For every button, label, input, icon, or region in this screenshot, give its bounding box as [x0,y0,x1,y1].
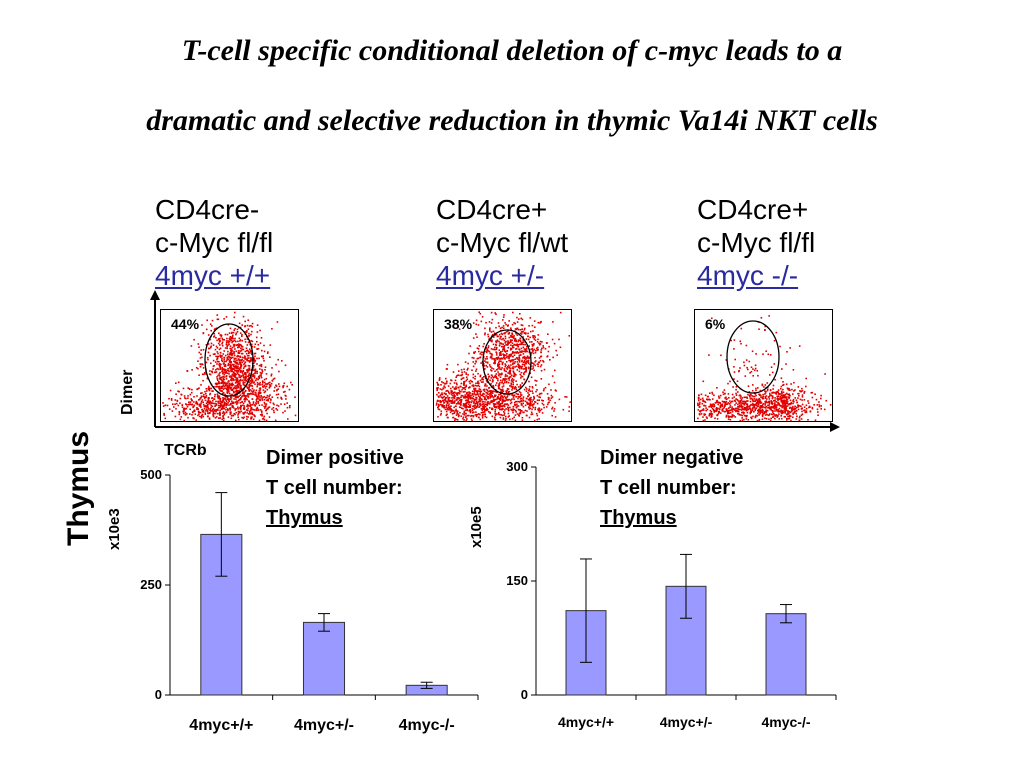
y-tick-label: 250 [140,577,162,592]
flow-plot-ko: 6% [694,309,833,422]
x-tick-label: 4myc+/+ [558,714,614,730]
chart-title-line: T cell number: [266,477,403,499]
bar-chart-dimer-negative: 0 150 300 4myc+/+ 4myc+/- 4myc-/- [506,459,837,730]
chart-title-line: Dimer negative [600,447,744,469]
x-tick-label: 4myc+/- [294,717,354,734]
genotype-cre: CD4cre+ [436,194,548,225]
bar [765,613,807,696]
x-tick-label: 4myc-/- [399,717,455,734]
genotype-myc: c-Myc fl/wt [436,227,569,258]
scatter-dots [162,311,297,421]
genotype-label-wt: CD4cre- c-Myc fl/fl 4myc +/+ [155,193,273,292]
flow-scatter [697,315,832,421]
thymus-label: Thymus [62,430,95,546]
chart-title-underlined: Thymus [600,507,677,529]
y-tick-label: 0 [155,687,162,702]
chart-title-line: T cell number: [600,477,737,499]
genotype-label-het: CD4cre+ c-Myc fl/wt 4myc +/- [436,193,568,292]
flow-scatter [162,311,297,421]
y-tick-label: 150 [506,573,528,588]
genotype-short-link[interactable]: 4myc +/- [436,260,545,291]
tcrb-axis-label: TCRb [164,442,207,459]
gate-percentage: 6% [705,316,726,332]
genotype-myc: c-Myc fl/fl [155,227,274,258]
bar-chart-dimer-positive: 0 250 500 4myc+/+ 4myc+/- 4myc-/- [140,467,479,734]
chart-0-title: Dimer positive T cell number: Thymus [266,443,404,533]
genotype-cre: CD4cre+ [697,194,809,225]
slide-title-line-1: T-cell specific conditional deletion of … [181,34,843,67]
genotype-short-link[interactable]: 4myc -/- [697,260,799,291]
chart-title-line: Dimer positive [266,447,404,469]
genotype-myc: c-Myc fl/fl [697,227,816,258]
flow-plot-wt: 44% [160,309,299,422]
x-tick-label: 4myc-/- [761,714,810,730]
dimer-axis-label: Dimer [119,369,136,415]
bar [302,621,346,696]
y-tick-label: 500 [140,467,162,482]
gate-percentage: 38% [444,316,473,332]
scatter-dots [697,315,832,421]
dimer-axis-arrowhead [150,290,160,300]
chart-title-underlined: Thymus [266,507,343,529]
genotype-label-ko: CD4cre+ c-Myc fl/fl 4myc -/- [697,193,815,292]
flow-scatter [435,311,571,421]
gate-ellipse [482,329,532,395]
genotype-short-link[interactable]: 4myc +/+ [155,260,271,291]
scatter-dots [435,311,571,421]
slide-title-line-2: dramatic and selective reduction in thym… [146,104,878,137]
x-tick-label: 4myc+/- [660,714,713,730]
tcrb-axis-arrowhead [830,422,840,432]
gate-ellipse [204,323,254,397]
chart-1-title: Dimer negative T cell number: Thymus [600,443,743,533]
gate-ellipse [726,320,780,394]
gate-percentage: 44% [171,316,200,332]
x-tick-label: 4myc+/+ [189,717,253,734]
y-tick-label: 300 [506,459,528,474]
genotype-cre: CD4cre- [155,194,260,225]
y-tick-label: 0 [521,687,528,702]
flow-plot-het: 38% [433,309,572,422]
